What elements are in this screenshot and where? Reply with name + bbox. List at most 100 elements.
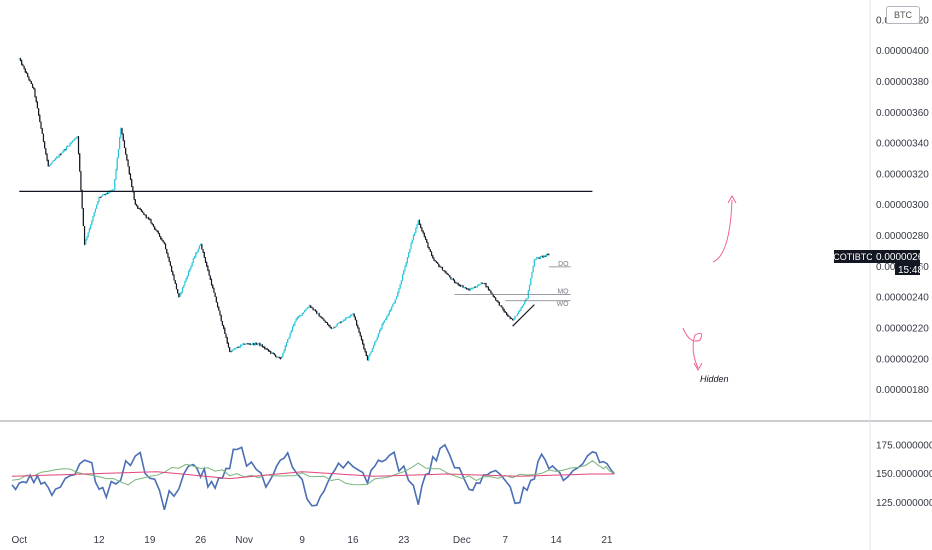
candle-bull [375, 340, 377, 343]
candle-bear [106, 192, 109, 194]
candle-bull [191, 262, 193, 266]
candle-bull [401, 274, 404, 281]
candle-bear [360, 335, 363, 340]
drawings-layer[interactable]: DO MO WO Hidden [19, 190, 737, 384]
candle-bear [324, 320, 326, 322]
candle-bear [357, 325, 359, 328]
candle-bear [39, 115, 41, 122]
candle-bull [463, 287, 465, 289]
candle-bull [48, 165, 51, 167]
candle-bear [23, 65, 25, 69]
candle-bear [363, 344, 365, 349]
candle-bull [411, 239, 413, 244]
candle-bear [492, 294, 494, 297]
candle-bull [536, 257, 538, 260]
currency-badge[interactable]: BTC [886, 6, 920, 24]
candle-bear [443, 270, 445, 272]
candle-bull [120, 128, 122, 138]
candle-bull [233, 348, 236, 350]
candle-bull [408, 252, 410, 258]
candle-bull [190, 265, 192, 269]
candle-bull [533, 259, 535, 267]
candle-bull [377, 333, 379, 338]
candle-bear [489, 289, 491, 291]
price-tick-label: 0.00000400 [876, 46, 929, 57]
candle-bear [314, 309, 317, 312]
oscillator-axis[interactable]: 125.00000000 150.00000000 175.00000000 [876, 440, 932, 509]
candle-bull [183, 285, 185, 288]
candle-bull [524, 301, 526, 305]
candle-bear [175, 283, 178, 290]
symbol-price-label[interactable]: COTIBTC 0.00000268 15:48 [833, 250, 929, 276]
candle-bull [258, 343, 260, 344]
candle-bear [326, 322, 329, 325]
candle-bear [223, 325, 225, 329]
candle-bear [79, 153, 81, 172]
candle-bull [339, 322, 341, 324]
candle-bear [499, 305, 502, 307]
candle-bear [544, 255, 546, 257]
candle-bear [548, 254, 550, 256]
candle-bull [372, 345, 375, 349]
candle-bull [92, 216, 94, 222]
arrow-up-drawing[interactable] [712, 199, 733, 263]
candle-bull [381, 324, 383, 329]
time-tick-label: 23 [398, 535, 410, 546]
candle-bull [342, 320, 344, 322]
candle-bull [317, 313, 319, 315]
oscillator-blue-line[interactable] [11, 443, 615, 510]
candle-bear [201, 244, 203, 250]
candle-bull [102, 194, 104, 197]
candle-bear [444, 270, 446, 272]
candle-bear [438, 263, 440, 267]
candle-bull [399, 284, 401, 289]
arrow-down-drawing[interactable] [682, 327, 703, 369]
candle-bear [44, 141, 46, 149]
candle-bull [391, 306, 393, 310]
candle-bear [340, 322, 342, 323]
hidden-divergence-note[interactable]: Hidden [700, 374, 729, 384]
candle-bear [104, 194, 106, 196]
time-axis[interactable]: Oct 12 19 26 Nov 9 16 23 Dec 7 14 21 [11, 535, 612, 546]
candle-bull [351, 314, 353, 316]
candle-bull [386, 316, 388, 319]
candle-bear [47, 160, 49, 167]
candle-bear [206, 262, 208, 267]
candle-bear [219, 310, 221, 316]
candle-bear [505, 312, 508, 315]
candle-bear [485, 283, 487, 287]
candle-bull [307, 307, 309, 309]
price-tick-label: 0.00000340 [876, 139, 929, 150]
candle-bear [279, 357, 282, 359]
candle-bear [362, 339, 364, 345]
candle-bull [197, 249, 199, 253]
candle-bear [538, 257, 540, 259]
candle-bear [162, 240, 164, 243]
candle-bear [365, 351, 367, 356]
candle-bull [62, 151, 64, 154]
candle-bull [112, 189, 115, 191]
price-pane[interactable] [18, 57, 550, 362]
support-trendline[interactable] [512, 304, 535, 327]
candle-bear [420, 224, 422, 228]
oscillator-pane[interactable] [11, 443, 615, 510]
candle-bull [304, 310, 306, 313]
candle-bear [99, 197, 101, 198]
candle-bear [64, 149, 66, 151]
candle-bull [238, 347, 240, 348]
symbol-ticker: COTIBTC [833, 252, 873, 262]
candle-bull [105, 192, 107, 195]
candle-bull [378, 330, 381, 334]
oscillator-green-line[interactable] [11, 460, 615, 486]
candle-bull [115, 169, 117, 180]
candle-bear [464, 287, 467, 289]
candle-bear [496, 300, 498, 301]
candle-bull [56, 157, 58, 159]
candle-bear [504, 311, 506, 313]
oscillator-red-line[interactable] [11, 471, 615, 480]
candle-bull [200, 244, 202, 246]
candle-bull [85, 239, 87, 245]
candle-bear [316, 311, 318, 314]
candle-bull [89, 224, 92, 229]
